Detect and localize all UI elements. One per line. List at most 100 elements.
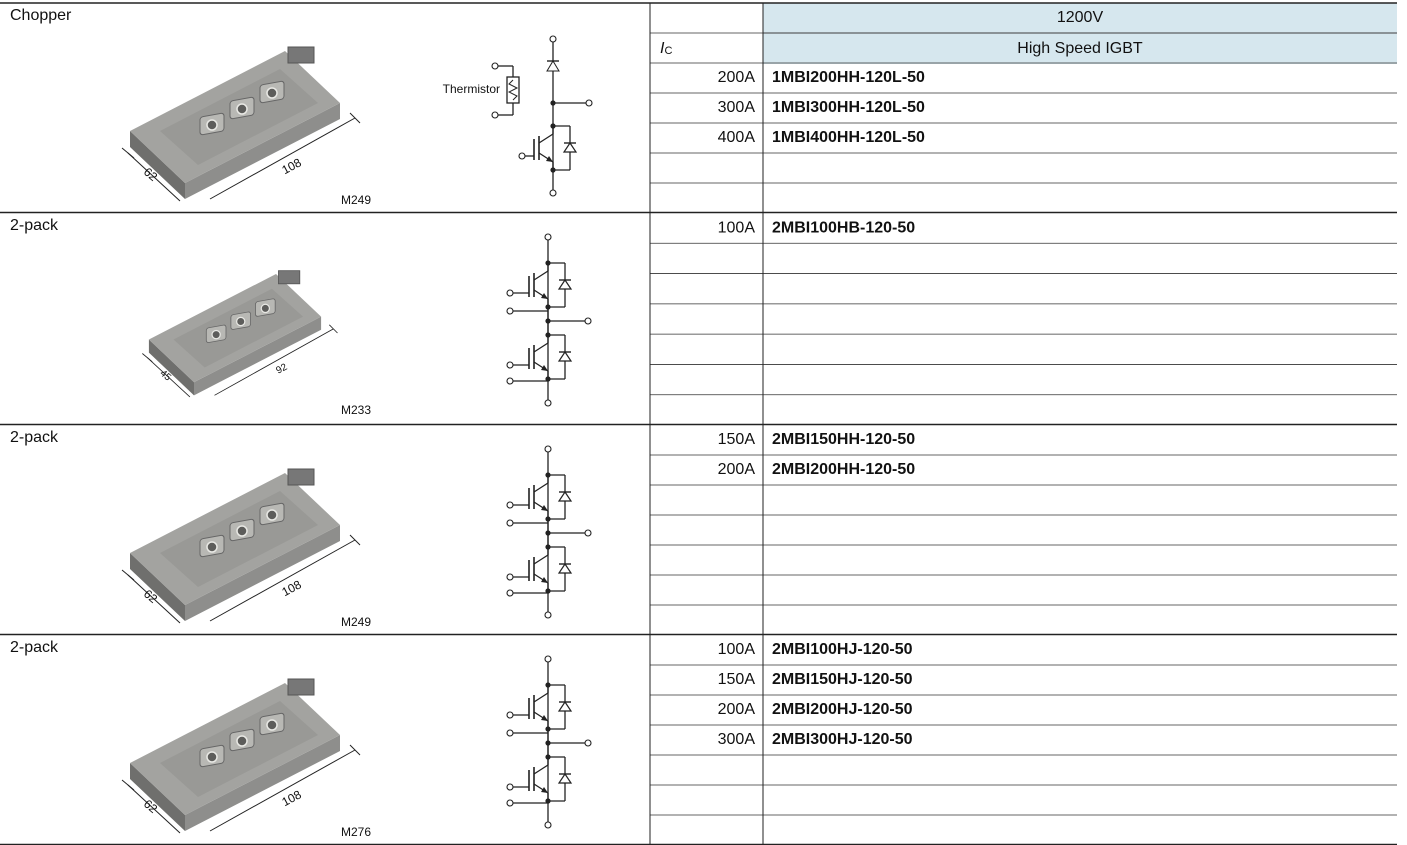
package-code: M276 bbox=[341, 825, 371, 839]
terminal bbox=[506, 361, 514, 369]
current-rating: 200A bbox=[718, 461, 756, 478]
part-number: 2MBI150HJ-120-50 bbox=[772, 671, 913, 688]
module-image: 45 92 bbox=[142, 270, 338, 398]
module-front bbox=[185, 735, 340, 831]
node bbox=[545, 376, 551, 382]
current-subscript: C bbox=[664, 45, 672, 57]
terminal bbox=[491, 62, 499, 70]
thermistor-zigzag bbox=[507, 79, 519, 101]
terminal bbox=[585, 99, 593, 107]
module-image: 62 108 bbox=[121, 678, 361, 834]
part-number: 2MBI200HJ-120-50 bbox=[772, 701, 913, 718]
terminal bbox=[544, 399, 552, 407]
current-rating: 150A bbox=[718, 671, 756, 688]
current-header: IC bbox=[660, 40, 672, 57]
terminal-screw bbox=[211, 329, 221, 340]
diode bbox=[557, 350, 573, 362]
circuit: Thermistor bbox=[443, 35, 593, 197]
wire bbox=[127, 152, 181, 202]
part-number: 1MBI400HH-120L-50 bbox=[772, 129, 925, 146]
terminal-screw bbox=[266, 719, 278, 731]
current-rating: 200A bbox=[718, 69, 756, 86]
terminal bbox=[584, 739, 592, 747]
diode bbox=[557, 700, 573, 712]
part-number: 2MBI150HH-120-50 bbox=[772, 431, 915, 448]
terminal bbox=[544, 611, 552, 619]
terminal-screw bbox=[206, 541, 218, 553]
wire bbox=[533, 270, 549, 281]
node bbox=[545, 544, 551, 550]
wire bbox=[121, 779, 135, 791]
terminal bbox=[544, 821, 552, 829]
wire bbox=[214, 328, 334, 396]
aux-pins bbox=[287, 468, 315, 486]
node bbox=[545, 682, 551, 688]
terminal-screw bbox=[260, 303, 271, 314]
section-type: Chopper bbox=[10, 7, 72, 24]
wire bbox=[209, 749, 356, 832]
diode bbox=[557, 562, 573, 574]
package-code: M249 bbox=[341, 193, 371, 207]
module-image: 62 108 bbox=[121, 46, 361, 202]
terminal bbox=[549, 35, 557, 43]
node bbox=[545, 260, 551, 266]
module-side bbox=[130, 131, 185, 199]
node bbox=[545, 754, 551, 760]
wire bbox=[121, 147, 135, 159]
current-rating: 400A bbox=[718, 129, 756, 146]
current-rating: 300A bbox=[718, 731, 756, 748]
diode bbox=[546, 60, 560, 72]
current-rating: 150A bbox=[718, 431, 756, 448]
node bbox=[545, 472, 551, 478]
wire bbox=[146, 357, 191, 398]
terminal-screw bbox=[266, 509, 278, 521]
current-rating: 300A bbox=[718, 99, 756, 116]
voltage-header: 1200V bbox=[1057, 9, 1104, 26]
wire bbox=[349, 744, 361, 756]
terminal bbox=[506, 377, 514, 385]
module-side bbox=[130, 553, 185, 621]
arrow bbox=[541, 505, 548, 511]
terminal-screw bbox=[236, 735, 248, 747]
terminal bbox=[584, 529, 592, 537]
circuit bbox=[506, 655, 592, 829]
terminal-screw bbox=[236, 316, 246, 327]
terminal bbox=[506, 289, 514, 297]
terminal bbox=[506, 799, 514, 807]
terminal bbox=[544, 445, 552, 453]
part-number: 2MBI100HJ-120-50 bbox=[772, 641, 913, 658]
arrow bbox=[541, 365, 548, 371]
node bbox=[545, 588, 551, 594]
current-rating: 100A bbox=[718, 219, 756, 236]
current-symbol: I bbox=[660, 40, 665, 57]
terminal bbox=[584, 317, 592, 325]
terminal bbox=[506, 307, 514, 315]
part-number: 1MBI300HH-120L-50 bbox=[772, 99, 925, 116]
wire bbox=[533, 692, 549, 703]
wire bbox=[127, 784, 181, 834]
header-bg bbox=[763, 3, 1397, 64]
aux-pins bbox=[278, 270, 301, 285]
terminal-screw bbox=[206, 751, 218, 763]
wire bbox=[142, 353, 153, 363]
terminal bbox=[506, 519, 514, 527]
wire bbox=[209, 117, 356, 200]
terminal bbox=[544, 655, 552, 663]
terminal bbox=[506, 783, 514, 791]
terminal bbox=[518, 152, 526, 160]
section-type: 2-pack bbox=[10, 429, 59, 446]
package-code: M249 bbox=[341, 615, 371, 629]
node bbox=[545, 332, 551, 338]
terminal-screw bbox=[236, 525, 248, 537]
aux-pins bbox=[287, 678, 315, 696]
wire bbox=[329, 324, 338, 334]
wire bbox=[127, 574, 181, 624]
terminal bbox=[506, 711, 514, 719]
diode bbox=[557, 772, 573, 784]
arrow bbox=[541, 787, 548, 793]
terminal bbox=[506, 501, 514, 509]
node bbox=[550, 167, 556, 173]
aux-pins bbox=[287, 46, 315, 64]
terminal bbox=[549, 189, 557, 197]
